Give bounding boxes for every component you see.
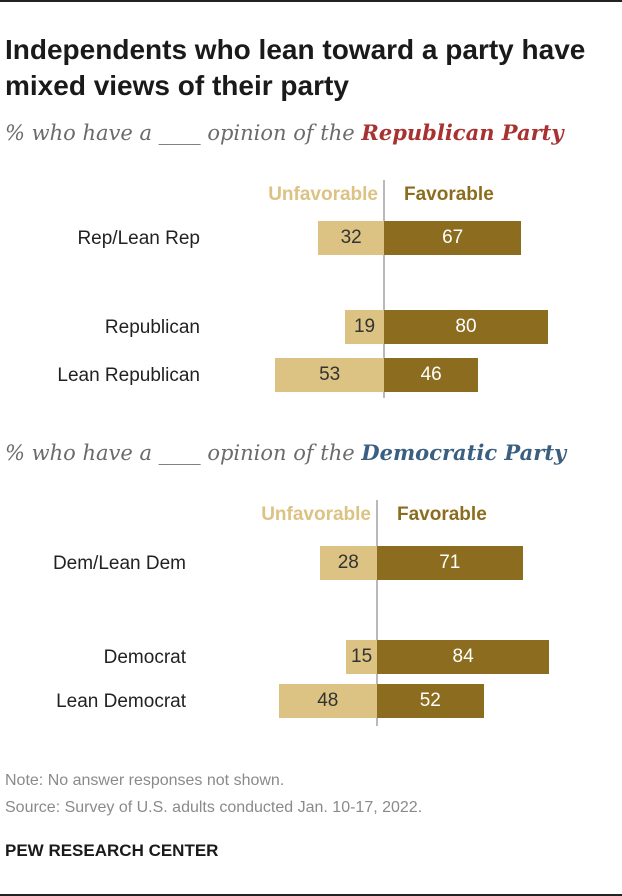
row-label: Democrat (103, 647, 186, 668)
row-label: Lean Democrat (56, 691, 186, 712)
bar-favorable (384, 310, 548, 344)
row-label: Dem/Lean Dem (52, 553, 186, 574)
value-label-favorable: 67 (442, 227, 464, 248)
bar-unfavorable (319, 546, 377, 580)
row-label: Rep/Lean Rep (77, 228, 200, 249)
value-label-unfavorable: 15 (351, 646, 373, 667)
subtitle-prefix: % who have a ____ opinion of the (5, 441, 355, 465)
value-label-favorable: 84 (452, 646, 474, 667)
bar-unfavorable (278, 684, 377, 718)
row-label: Republican (104, 317, 200, 338)
chart-title: Independents who lean toward a party hav… (5, 34, 586, 101)
value-label-favorable: 71 (439, 552, 461, 573)
party-name-republican: Republican Party (361, 120, 564, 145)
legend-favorable: Favorable (397, 504, 487, 525)
bar-unfavorable (318, 221, 384, 255)
organization-name: PEW RESEARCH CENTER (5, 841, 219, 860)
subtitle-republican: % who have a ____ opinion of the Republi… (5, 120, 564, 145)
source-text: Source: Survey of U.S. adults conducted … (5, 799, 423, 816)
value-label-unfavorable: 48 (317, 690, 339, 711)
subtitle-prefix: % who have a ____ opinion of the (5, 121, 355, 145)
value-label-unfavorable: 32 (340, 227, 362, 248)
legend-favorable: Favorable (404, 184, 494, 205)
bar-favorable (384, 358, 479, 392)
bar-favorable (377, 546, 523, 580)
value-label-favorable: 52 (419, 690, 441, 711)
bar-favorable (377, 640, 550, 674)
bar-unfavorable (346, 640, 377, 674)
legend-unfavorable: Unfavorable (261, 504, 371, 525)
bar-unfavorable (345, 310, 384, 344)
bar-unfavorable (275, 358, 384, 392)
note-text: Note: No answer responses not shown. (5, 772, 285, 789)
value-label-favorable: 80 (455, 316, 477, 337)
subtitle-democratic: % who have a ____ opinion of the Democra… (5, 440, 566, 465)
value-label-unfavorable: 28 (337, 552, 359, 573)
top-rule (0, 0, 622, 2)
center-axis-line (376, 500, 378, 726)
value-label-favorable: 46 (420, 364, 442, 385)
bottom-rule (0, 894, 622, 896)
bar-favorable (377, 684, 484, 718)
bar-favorable (384, 221, 522, 255)
party-name-democratic: Democratic Party (361, 440, 567, 465)
value-label-unfavorable: 19 (353, 316, 376, 337)
row-label: Lean Republican (57, 365, 200, 386)
legend-unfavorable: Unfavorable (268, 184, 378, 205)
center-axis-line (383, 180, 385, 398)
value-label-unfavorable: 53 (319, 364, 341, 385)
